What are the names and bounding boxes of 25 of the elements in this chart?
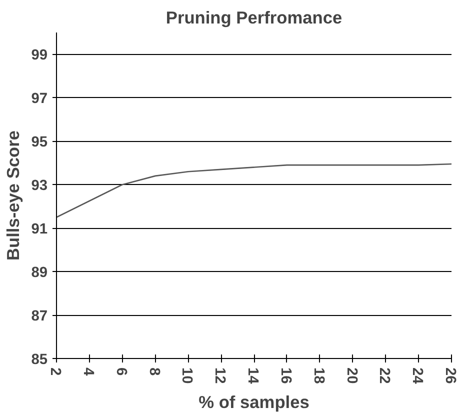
- y-tick-label: 85: [31, 352, 48, 368]
- x-tick-label: 26: [442, 368, 458, 384]
- y-tick-label: 97: [31, 91, 48, 108]
- x-tick-label: 4: [80, 368, 96, 376]
- y-tick-label: 99: [31, 48, 48, 64]
- y-tick-label: 91: [31, 222, 48, 238]
- x-tick-label: 16: [277, 368, 294, 384]
- x-axis-title: % of samples: [198, 392, 310, 412]
- x-tick-label: 22: [376, 368, 392, 384]
- y-tick-label: 93: [31, 178, 48, 194]
- y-tick-label: 89: [31, 265, 48, 282]
- x-tick-label: 12: [212, 368, 228, 384]
- x-tick-label: 6: [112, 368, 129, 376]
- x-tick-label: 2: [47, 368, 63, 376]
- line-series: [56, 163, 452, 218]
- x-tick-label: 20: [343, 368, 360, 384]
- x-tick-label: 14: [244, 368, 260, 385]
- y-axis-title: Bulls-eye Score: [3, 130, 24, 261]
- x-tick-label: 18: [310, 368, 326, 384]
- x-tick-label: 8: [146, 368, 162, 376]
- x-tick-label: 24: [409, 368, 426, 385]
- x-tick-label: 10: [178, 368, 195, 384]
- chart-title: Pruning Perfromance: [166, 8, 342, 28]
- y-tick-label: 95: [31, 134, 48, 151]
- y-tick-label: 87: [31, 308, 48, 325]
